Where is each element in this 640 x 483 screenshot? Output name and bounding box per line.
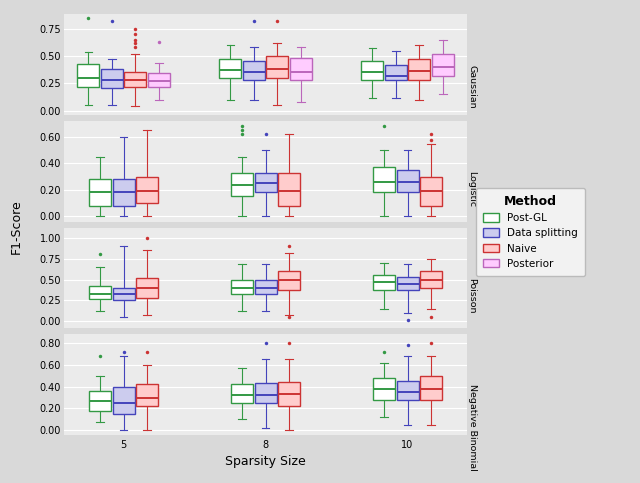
Bar [373, 167, 395, 193]
Bar [231, 172, 253, 197]
Bar [278, 382, 300, 406]
Bar [220, 59, 241, 78]
Text: Poisson: Poisson [468, 278, 477, 313]
Bar [420, 376, 442, 400]
Bar [113, 179, 134, 206]
Bar [136, 384, 158, 406]
Bar [397, 170, 419, 193]
Bar [148, 73, 170, 86]
Bar [266, 56, 288, 78]
Bar [113, 288, 134, 300]
Bar [420, 271, 442, 288]
Text: F1-Score: F1-Score [10, 199, 22, 255]
Bar [89, 179, 111, 206]
Bar [77, 64, 99, 86]
Bar [101, 69, 123, 88]
Bar [231, 280, 253, 294]
Bar [89, 286, 111, 299]
Bar [231, 384, 253, 403]
Bar [278, 172, 300, 206]
Bar [255, 172, 276, 193]
Bar [278, 271, 300, 290]
Bar [124, 72, 147, 86]
Bar [432, 54, 454, 76]
Bar [255, 280, 276, 294]
Bar [89, 391, 111, 411]
Bar [255, 384, 276, 403]
Bar [385, 65, 407, 80]
Bar [136, 278, 158, 298]
Bar [373, 275, 395, 290]
Legend: Post-GL, Data splitting, Naive, Posterior: Post-GL, Data splitting, Naive, Posterio… [476, 187, 585, 276]
Bar [373, 378, 395, 400]
Bar [397, 381, 419, 400]
Bar [408, 59, 430, 80]
Bar [397, 277, 419, 290]
Text: Logistic: Logistic [468, 171, 477, 207]
Bar [136, 177, 158, 203]
X-axis label: Sparsity Size: Sparsity Size [225, 455, 306, 468]
Bar [290, 58, 312, 80]
Bar [420, 177, 442, 206]
Bar [362, 61, 383, 80]
Text: Gaussian: Gaussian [468, 65, 477, 108]
Bar [113, 386, 134, 414]
Bar [243, 61, 265, 80]
Text: Negative Binomial: Negative Binomial [468, 384, 477, 471]
